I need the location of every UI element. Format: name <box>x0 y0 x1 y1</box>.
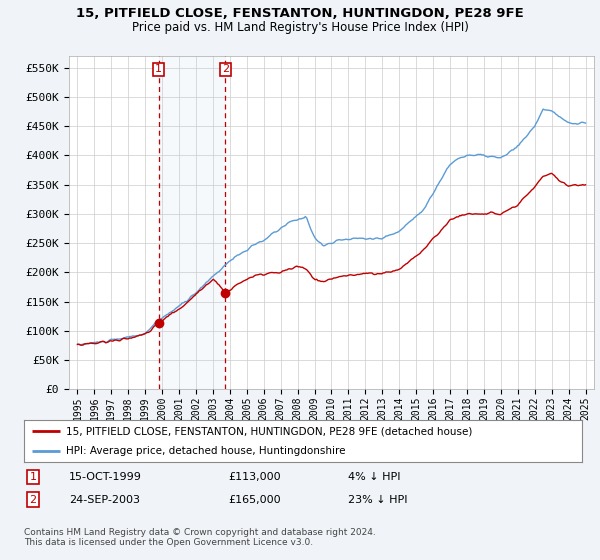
Text: 15, PITFIELD CLOSE, FENSTANTON, HUNTINGDON, PE28 9FE: 15, PITFIELD CLOSE, FENSTANTON, HUNTINGD… <box>76 7 524 20</box>
Text: £165,000: £165,000 <box>228 494 281 505</box>
Text: 24-SEP-2003: 24-SEP-2003 <box>69 494 140 505</box>
Text: 2: 2 <box>222 64 229 74</box>
Bar <box>158 56 226 389</box>
Text: 4% ↓ HPI: 4% ↓ HPI <box>348 472 401 482</box>
Text: 1: 1 <box>29 472 37 482</box>
Text: Price paid vs. HM Land Registry's House Price Index (HPI): Price paid vs. HM Land Registry's House … <box>131 21 469 34</box>
Text: £113,000: £113,000 <box>228 472 281 482</box>
Text: 23% ↓ HPI: 23% ↓ HPI <box>348 494 407 505</box>
Text: Contains HM Land Registry data © Crown copyright and database right 2024.
This d: Contains HM Land Registry data © Crown c… <box>24 528 376 547</box>
Text: 15-OCT-1999: 15-OCT-1999 <box>69 472 142 482</box>
Text: 15, PITFIELD CLOSE, FENSTANTON, HUNTINGDON, PE28 9FE (detached house): 15, PITFIELD CLOSE, FENSTANTON, HUNTINGD… <box>66 426 472 436</box>
Text: HPI: Average price, detached house, Huntingdonshire: HPI: Average price, detached house, Hunt… <box>66 446 346 456</box>
Text: 2: 2 <box>29 494 37 505</box>
Text: 1: 1 <box>155 64 162 74</box>
